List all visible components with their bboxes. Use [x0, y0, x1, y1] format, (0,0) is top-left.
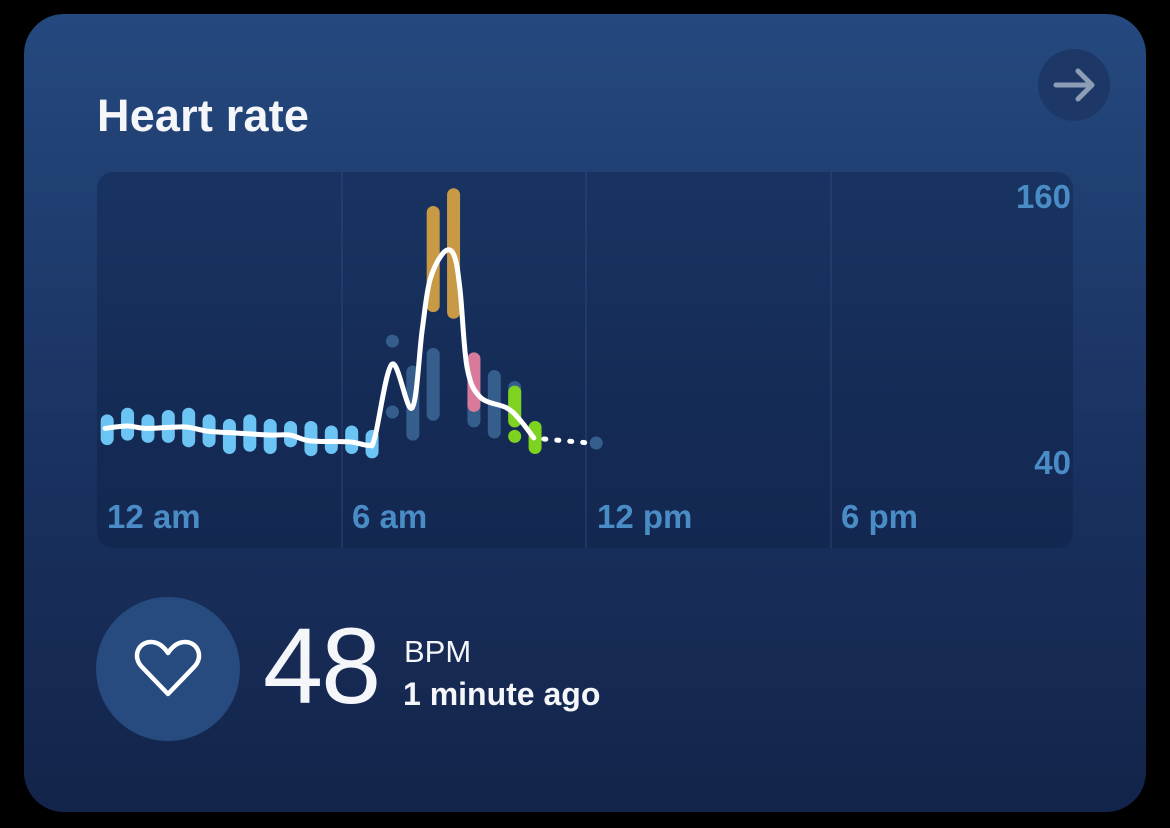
- hr-range-dot-light: [589, 436, 603, 450]
- y-tick-label: 160: [1015, 178, 1071, 215]
- grid-line: [341, 172, 343, 548]
- heart-button[interactable]: [96, 597, 240, 741]
- hr-range-dot-fat_burn: [508, 429, 522, 443]
- grid-line: [585, 172, 587, 548]
- x-tick-label: 12 pm: [597, 498, 693, 535]
- x-tick-label: 12 am: [107, 498, 201, 535]
- heart-rate-chart: 160 40 12 am 6 am 12 pm 6 pm: [97, 172, 1073, 548]
- last-updated: 1 minute ago: [403, 676, 601, 712]
- grid-line: [830, 172, 832, 548]
- bpm-unit: BPM: [404, 634, 472, 669]
- hr-projected-line: [541, 436, 593, 446]
- arrow-right-icon: [1053, 68, 1095, 102]
- x-tick-label: 6 am: [352, 498, 428, 535]
- x-tick-label: 6 pm: [841, 498, 919, 535]
- open-details-button[interactable]: [1038, 49, 1110, 121]
- hr-range-dot-light: [385, 334, 399, 348]
- card-title: Heart rate: [97, 90, 310, 141]
- y-tick-label: 40: [1034, 444, 1071, 481]
- hr-range-dot-light: [385, 405, 399, 419]
- heart-outline-icon: [134, 639, 202, 697]
- hr-trend-line: [102, 247, 537, 449]
- chart-plot: [100, 188, 603, 459]
- current-bpm-value: 48: [263, 605, 381, 726]
